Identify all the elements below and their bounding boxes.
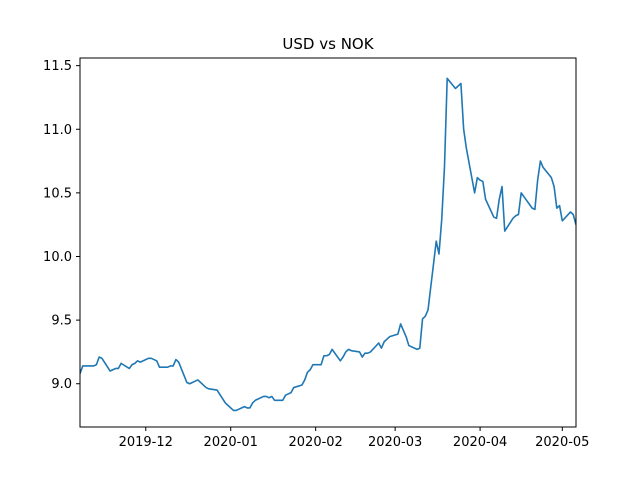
- x-tick-label: 2020-04: [453, 435, 507, 450]
- y-axis: 9.0 9.5 10.0 10.5 11.0 11.5: [43, 59, 80, 392]
- plot-area: [80, 77, 576, 412]
- y-tick-label: 10.0: [43, 250, 72, 265]
- x-axis: 2019-12 2020-01 2020-02 2020-03 2020-04 2020-…: [119, 427, 589, 450]
- x-tick-label: 2020-01: [204, 435, 258, 450]
- x-tick-label: 2020-05: [535, 435, 589, 450]
- x-tick-label: 2020-02: [289, 435, 343, 450]
- y-tick-label: 9.5: [51, 314, 72, 329]
- y-tick-label: 10.5: [43, 186, 72, 201]
- y-tick-label: 11.0: [43, 123, 72, 138]
- series-line-0: [80, 77, 576, 412]
- y-tick-label: 9.0: [51, 377, 72, 392]
- y-tick-label: 11.5: [43, 59, 72, 74]
- axes-frame: [79, 57, 577, 428]
- x-tick-label: 2019-12: [119, 435, 173, 450]
- x-tick-label: 2020-03: [368, 435, 422, 450]
- chart-title: USD vs NOK: [282, 35, 374, 53]
